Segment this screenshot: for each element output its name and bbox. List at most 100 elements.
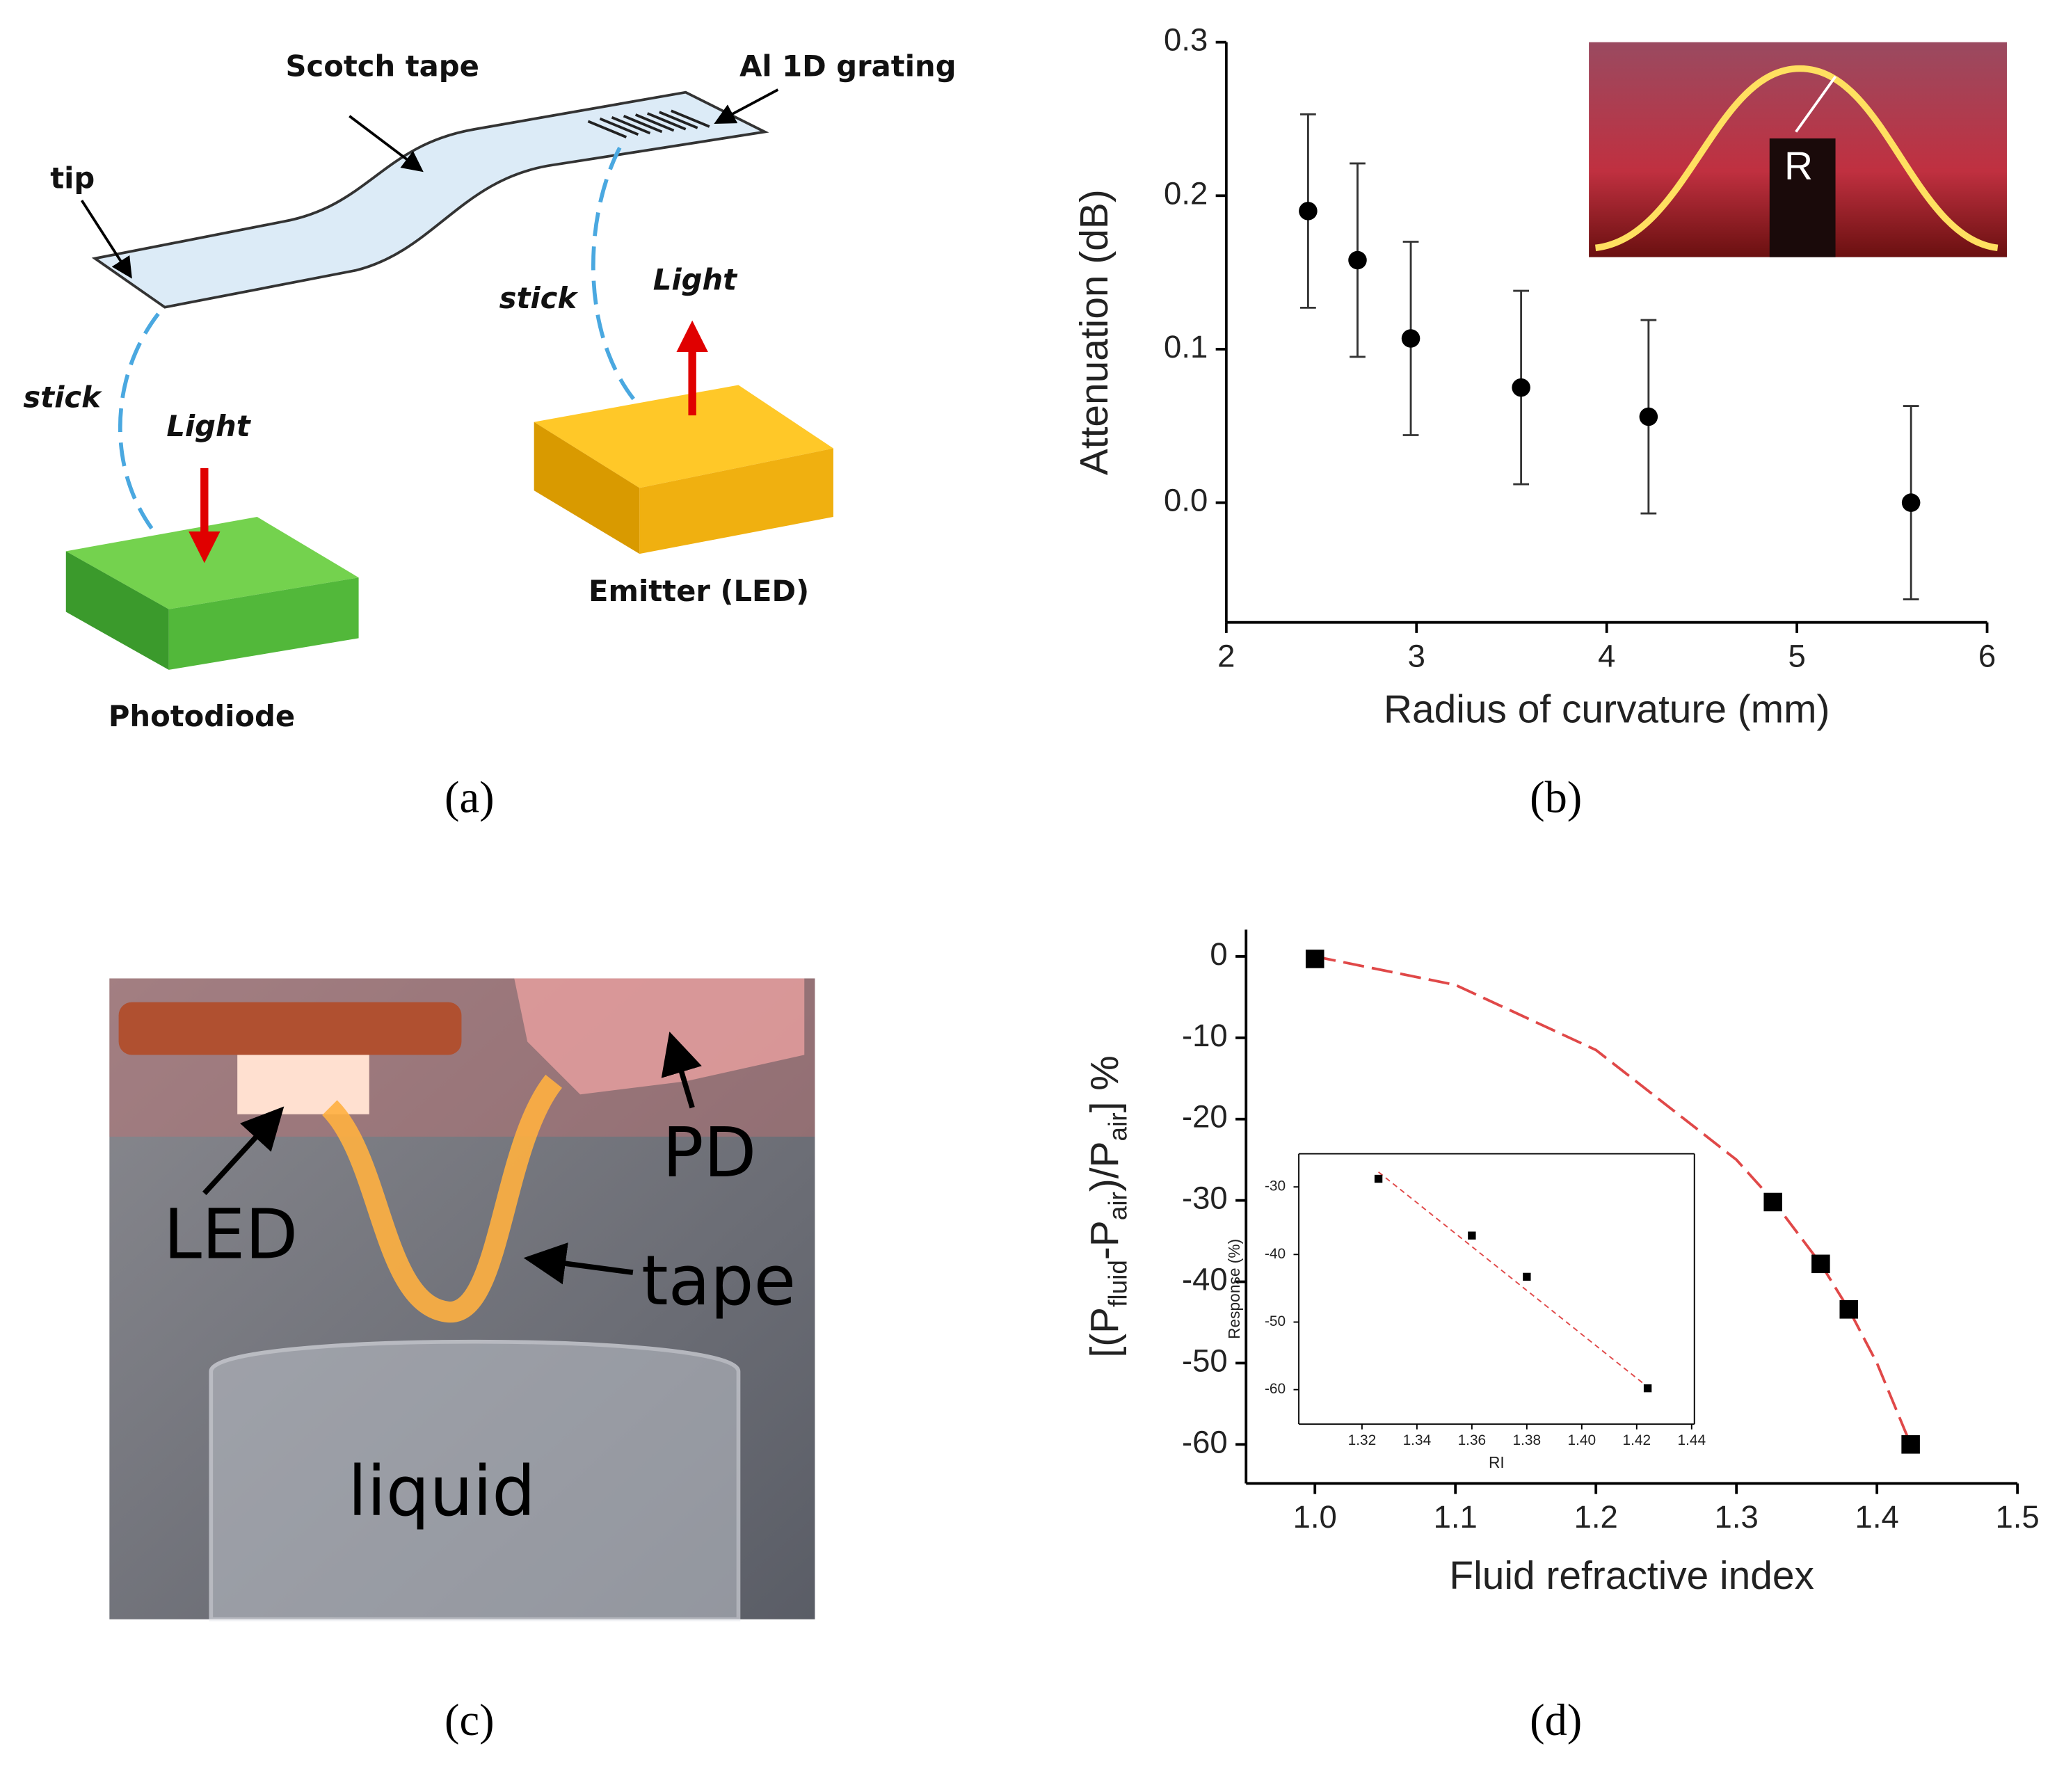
- photo-jar: [209, 1339, 741, 1622]
- point: [1401, 329, 1420, 348]
- x-axis-label: Radius of curvature (mm): [1384, 688, 1830, 732]
- photo-tape: [1595, 65, 1999, 252]
- y-tick-label: 0.1: [1164, 329, 1208, 365]
- x-tick-label: 1.44: [1677, 1432, 1706, 1448]
- x-tick-label: 1.38: [1513, 1432, 1542, 1448]
- point: [1468, 1231, 1476, 1240]
- photo-led: [237, 1055, 369, 1114]
- point: [1811, 1254, 1830, 1274]
- y-tick-label: -40: [1265, 1246, 1286, 1262]
- photo-label: tape: [641, 1242, 796, 1321]
- pointer: [523, 1242, 634, 1285]
- panel-label: (b): [1530, 772, 1582, 822]
- y-axis-label-part: air: [1103, 1192, 1132, 1220]
- label: stick: [499, 281, 579, 315]
- stick-arrow: [118, 312, 180, 560]
- label: tip: [50, 161, 95, 195]
- x-tick-label: 5: [1788, 638, 1805, 673]
- photo-pd: [514, 978, 805, 1095]
- y-tick-label: -30: [1182, 1181, 1228, 1216]
- chart: 1.32 1.34 1.36 1.38 1.40 1.42 1.44 -30 -40 -50 -60…: [1225, 1153, 1706, 1471]
- y-tick-label: 0.0: [1164, 483, 1208, 518]
- fit-line: [1378, 1171, 1649, 1388]
- x-tick-label: 6: [1978, 638, 1996, 673]
- y-axis-label-part: ] %: [1083, 1055, 1127, 1112]
- point: [1299, 202, 1318, 221]
- y-axis-label: [(Pfluid-Pair)/Pair] %: [1083, 1055, 1132, 1357]
- label: Photodiode: [109, 699, 295, 733]
- pointer: [661, 1031, 702, 1109]
- y-axis-label-part: fluid: [1103, 1260, 1132, 1307]
- y-tick-label: 0.2: [1164, 175, 1208, 211]
- pointer: [80, 200, 132, 279]
- x-axis-label: RI: [1489, 1453, 1505, 1471]
- point: [1901, 1435, 1920, 1454]
- x-tick-label: 3: [1408, 638, 1425, 673]
- x-tick-label: 2: [1217, 638, 1235, 673]
- x-tick-label: 1.40: [1568, 1432, 1596, 1448]
- stick-arrow: [591, 146, 662, 428]
- y-tick-label: 0: [1210, 936, 1227, 972]
- grating: [587, 109, 710, 138]
- diagram: Scotch tape Al 1D grating tip stick Ligh…: [23, 49, 956, 733]
- point: [1523, 1272, 1531, 1281]
- photo-label: LED: [163, 1196, 298, 1275]
- y-axis-label-part: air: [1103, 1112, 1132, 1141]
- x-tick-label: 4: [1598, 638, 1615, 673]
- chart: 1.0 1.1 1.2 1.3 1.4 1.5 0 -10 -20 -30 -40 -50 -60 Flu…: [1083, 929, 2040, 1598]
- photo-board: [118, 1002, 462, 1055]
- photodiode-box: [65, 551, 169, 670]
- photo-label: R: [1784, 145, 1813, 189]
- photo-arrow: [1795, 75, 1837, 133]
- point: [1643, 1384, 1652, 1393]
- label: Light: [653, 263, 738, 297]
- x-tick-label: 1.5: [1996, 1499, 2040, 1535]
- label: Light: [166, 409, 251, 443]
- y-tick-label: -50: [1182, 1343, 1228, 1378]
- y-tick-label: -60: [1182, 1424, 1228, 1459]
- y-axis-label-part: [(P: [1083, 1307, 1127, 1358]
- photo: LED PD tape liquid: [109, 978, 815, 1622]
- x-tick-label: 1.1: [1434, 1499, 1478, 1535]
- tape-shape: [91, 90, 769, 309]
- photo-label: liquid: [348, 1453, 536, 1532]
- point: [1348, 250, 1367, 270]
- pointer: [202, 1106, 285, 1195]
- label: Emitter (LED): [589, 574, 809, 608]
- photo-tape: [321, 1074, 563, 1323]
- x-tick-label: 1.42: [1623, 1432, 1651, 1448]
- x-tick-label: 1.3: [1715, 1499, 1759, 1535]
- x-tick-label: 1.36: [1458, 1432, 1487, 1448]
- label: stick: [23, 380, 102, 414]
- panel-label: (a): [445, 772, 495, 822]
- x-axis-label: Fluid refractive index: [1449, 1554, 1814, 1598]
- photodiode-box: [168, 577, 359, 670]
- pointer: [714, 88, 779, 124]
- y-tick-label: -20: [1182, 1099, 1228, 1135]
- x-tick-label: 1.32: [1348, 1432, 1377, 1448]
- panel-label: (c): [445, 1695, 495, 1745]
- y-axis-label-part: -P: [1083, 1220, 1127, 1260]
- panel-label: (d): [1530, 1695, 1582, 1745]
- x-tick-label: 1.34: [1403, 1432, 1432, 1448]
- x-tick-label: 1.0: [1293, 1499, 1337, 1535]
- y-tick-label: -40: [1182, 1262, 1228, 1297]
- point: [1374, 1174, 1383, 1183]
- emitter-box: [639, 448, 833, 554]
- y-tick-label: -60: [1265, 1381, 1286, 1397]
- point: [1901, 493, 1921, 512]
- emitter-box: [534, 385, 833, 488]
- point: [1512, 378, 1530, 397]
- point: [1839, 1300, 1859, 1319]
- y-axis-label: Response (%): [1225, 1239, 1243, 1339]
- y-tick-label: -10: [1182, 1018, 1228, 1053]
- x-tick-label: 1.4: [1855, 1499, 1899, 1535]
- point: [1763, 1192, 1782, 1212]
- point: [1639, 407, 1658, 426]
- label: Scotch tape: [286, 49, 479, 83]
- pointer: [349, 115, 424, 173]
- x-tick-label: 1.2: [1574, 1499, 1618, 1535]
- y-axis-label-part: )/P: [1083, 1141, 1127, 1192]
